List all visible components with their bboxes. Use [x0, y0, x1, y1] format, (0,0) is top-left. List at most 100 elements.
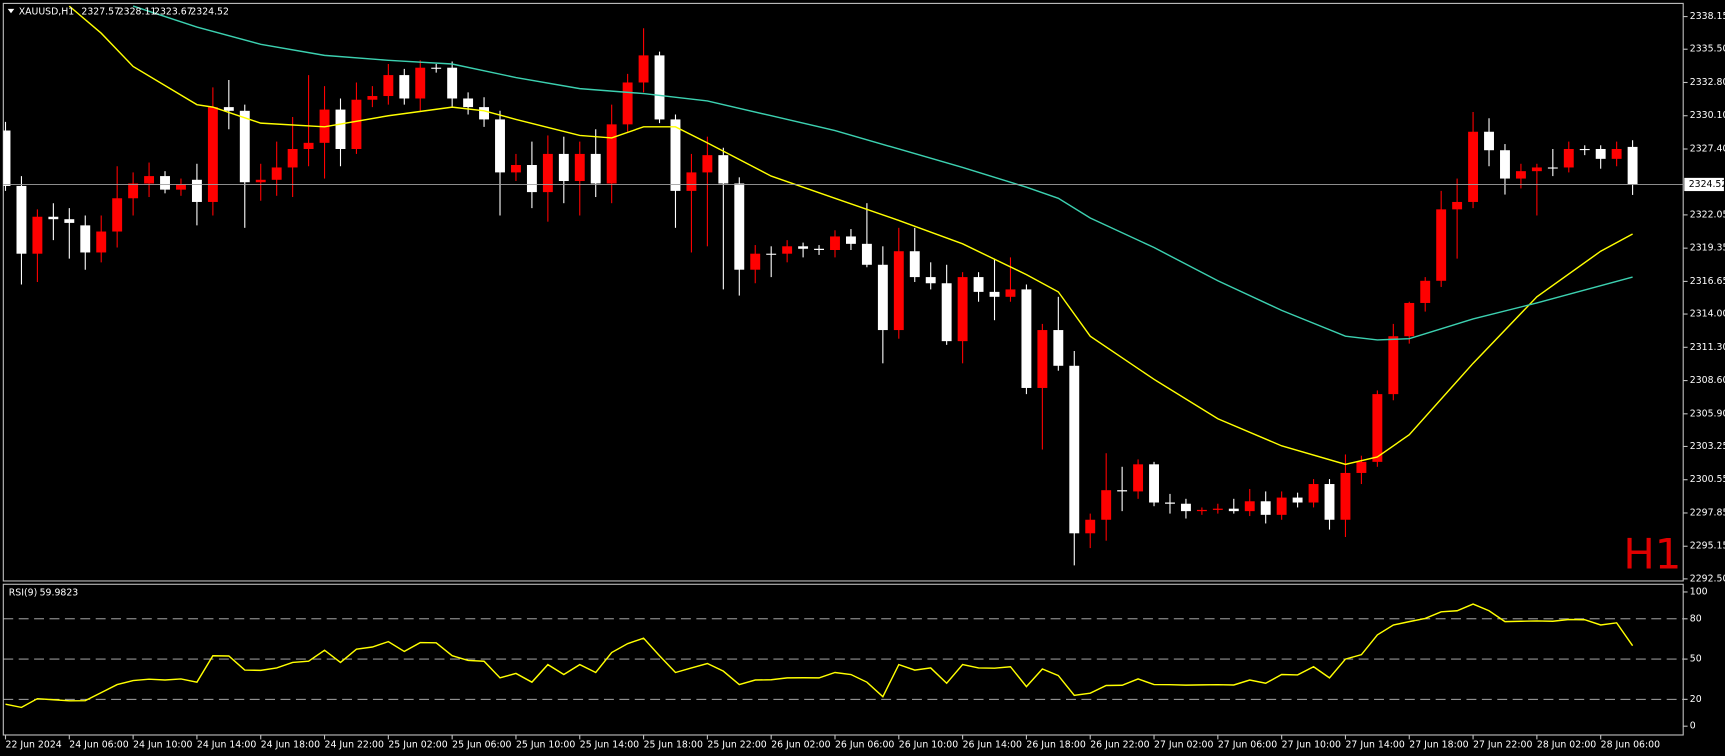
candle-body [128, 183, 139, 199]
candle-body [750, 253, 761, 270]
y-tick-label: 2316.65 [1690, 276, 1725, 287]
x-tick-label: 27 Jun 22:00 [1473, 739, 1532, 750]
candle-body [287, 148, 298, 168]
candle-body [335, 109, 346, 149]
candle-body [686, 172, 697, 191]
price-plot [3, 5, 1638, 566]
candle-body [718, 155, 729, 184]
candle-body [447, 67, 458, 99]
candle-body [1611, 148, 1622, 159]
y-tick-label: 2292.50 [1690, 573, 1725, 584]
candle-body [415, 67, 426, 99]
x-tick-label: 28 Jun 02:00 [1537, 739, 1596, 750]
candle-body [463, 98, 474, 108]
header-value: 2327.57 [81, 7, 120, 18]
x-tick-label: 27 Jun 06:00 [1218, 739, 1277, 750]
candle-body [1260, 501, 1271, 515]
y-tick-label: 2303.25 [1690, 441, 1725, 452]
x-tick-label: 25 Jun 14:00 [580, 739, 639, 750]
candle-body [654, 55, 665, 120]
candle-body [1515, 171, 1526, 179]
candle-body [782, 246, 793, 254]
moving-average [132, 5, 1633, 341]
rsi-value: 59.9823 [40, 588, 79, 599]
candle-body [1404, 302, 1415, 337]
header-value: 2324.52 [190, 7, 229, 18]
rsi-tick-label: 0 [1690, 721, 1696, 732]
x-tick-label: 26 Jun 10:00 [899, 739, 958, 750]
y-tick-label: 2295.15 [1690, 541, 1725, 552]
x-tick-label: 24 Jun 14:00 [197, 739, 256, 750]
candle-body [367, 96, 378, 100]
candle-body [351, 99, 362, 149]
x-tick-label: 22 Jun 2024 [6, 739, 62, 750]
candle-body [1388, 336, 1399, 395]
candle-body [303, 142, 314, 149]
candle-body [495, 119, 505, 173]
candle-body [1595, 148, 1606, 159]
candle-body [941, 283, 952, 342]
candle-body [925, 277, 936, 284]
candle-body [861, 243, 872, 265]
x-tick-label: 26 Jun 22:00 [1090, 739, 1149, 750]
y-tick-label: 2305.90 [1690, 408, 1725, 419]
rsi-pane [2, 583, 1684, 736]
price-label: 2324.52 [1689, 179, 1725, 190]
header-value: 2323.67 [154, 7, 193, 18]
candle-body [606, 124, 617, 184]
symbol: XAUUSD,H1 [19, 7, 75, 18]
x-tick-label: 25 Jun 06:00 [452, 739, 511, 750]
candle-body [670, 119, 681, 191]
candle-body [1244, 501, 1255, 512]
candle-body [1276, 497, 1287, 515]
header-value: 2328.11 [118, 7, 157, 18]
candle-body [1420, 280, 1431, 303]
candle-body [1452, 201, 1463, 210]
x-tick-label: 26 Jun 14:00 [963, 739, 1022, 750]
rsi-line [5, 603, 1634, 709]
candle-body [96, 231, 107, 253]
candle-body [112, 198, 123, 232]
candle-body [223, 107, 234, 111]
candle-body [431, 67, 442, 69]
x-tick-label: 28 Jun 06:00 [1601, 739, 1660, 750]
candle-body [1180, 503, 1191, 512]
rsi-title: RSI(9) [9, 588, 37, 599]
candle-body [3, 130, 11, 186]
menu-arrow[interactable] [7, 8, 15, 14]
x-tick-label: 26 Jun 06:00 [835, 739, 894, 750]
x-tick-label: 27 Jun 02:00 [1154, 739, 1213, 750]
candle-body [574, 153, 585, 182]
candle-body [1117, 490, 1128, 492]
y-tick-label: 2300.55 [1690, 474, 1725, 485]
candle-body [1005, 289, 1016, 297]
candle-body [16, 185, 27, 254]
candle-body [526, 165, 537, 193]
candle-body [1436, 209, 1447, 281]
y-tick-label: 2327.40 [1690, 143, 1725, 154]
candle-body [1021, 289, 1032, 388]
candle-body [734, 183, 745, 270]
candle-body [1133, 464, 1144, 492]
y-tick-label: 2314.00 [1690, 309, 1725, 320]
y-tick-label: 2322.05 [1690, 209, 1725, 220]
price-label-box [1684, 177, 1724, 192]
candle-body [191, 179, 202, 202]
candle-body [32, 216, 43, 254]
candle-body [1500, 150, 1510, 179]
x-tick-label: 24 Jun 22:00 [325, 739, 384, 750]
candle-body [1531, 167, 1542, 172]
candle-body [511, 165, 521, 173]
timeframe-watermark: H1 [1623, 529, 1681, 578]
candle-body [1484, 131, 1494, 151]
candle-body [1149, 464, 1159, 503]
y-tick-label: 2297.85 [1690, 507, 1725, 518]
x-tick-label: 24 Jun 18:00 [261, 739, 320, 750]
candle-body [160, 176, 170, 190]
y-tick-label: 2338.15 [1690, 11, 1725, 22]
candle-body [622, 82, 633, 125]
rsi-tick-label: 80 [1690, 613, 1702, 624]
y-tick-label: 2335.50 [1690, 44, 1725, 55]
